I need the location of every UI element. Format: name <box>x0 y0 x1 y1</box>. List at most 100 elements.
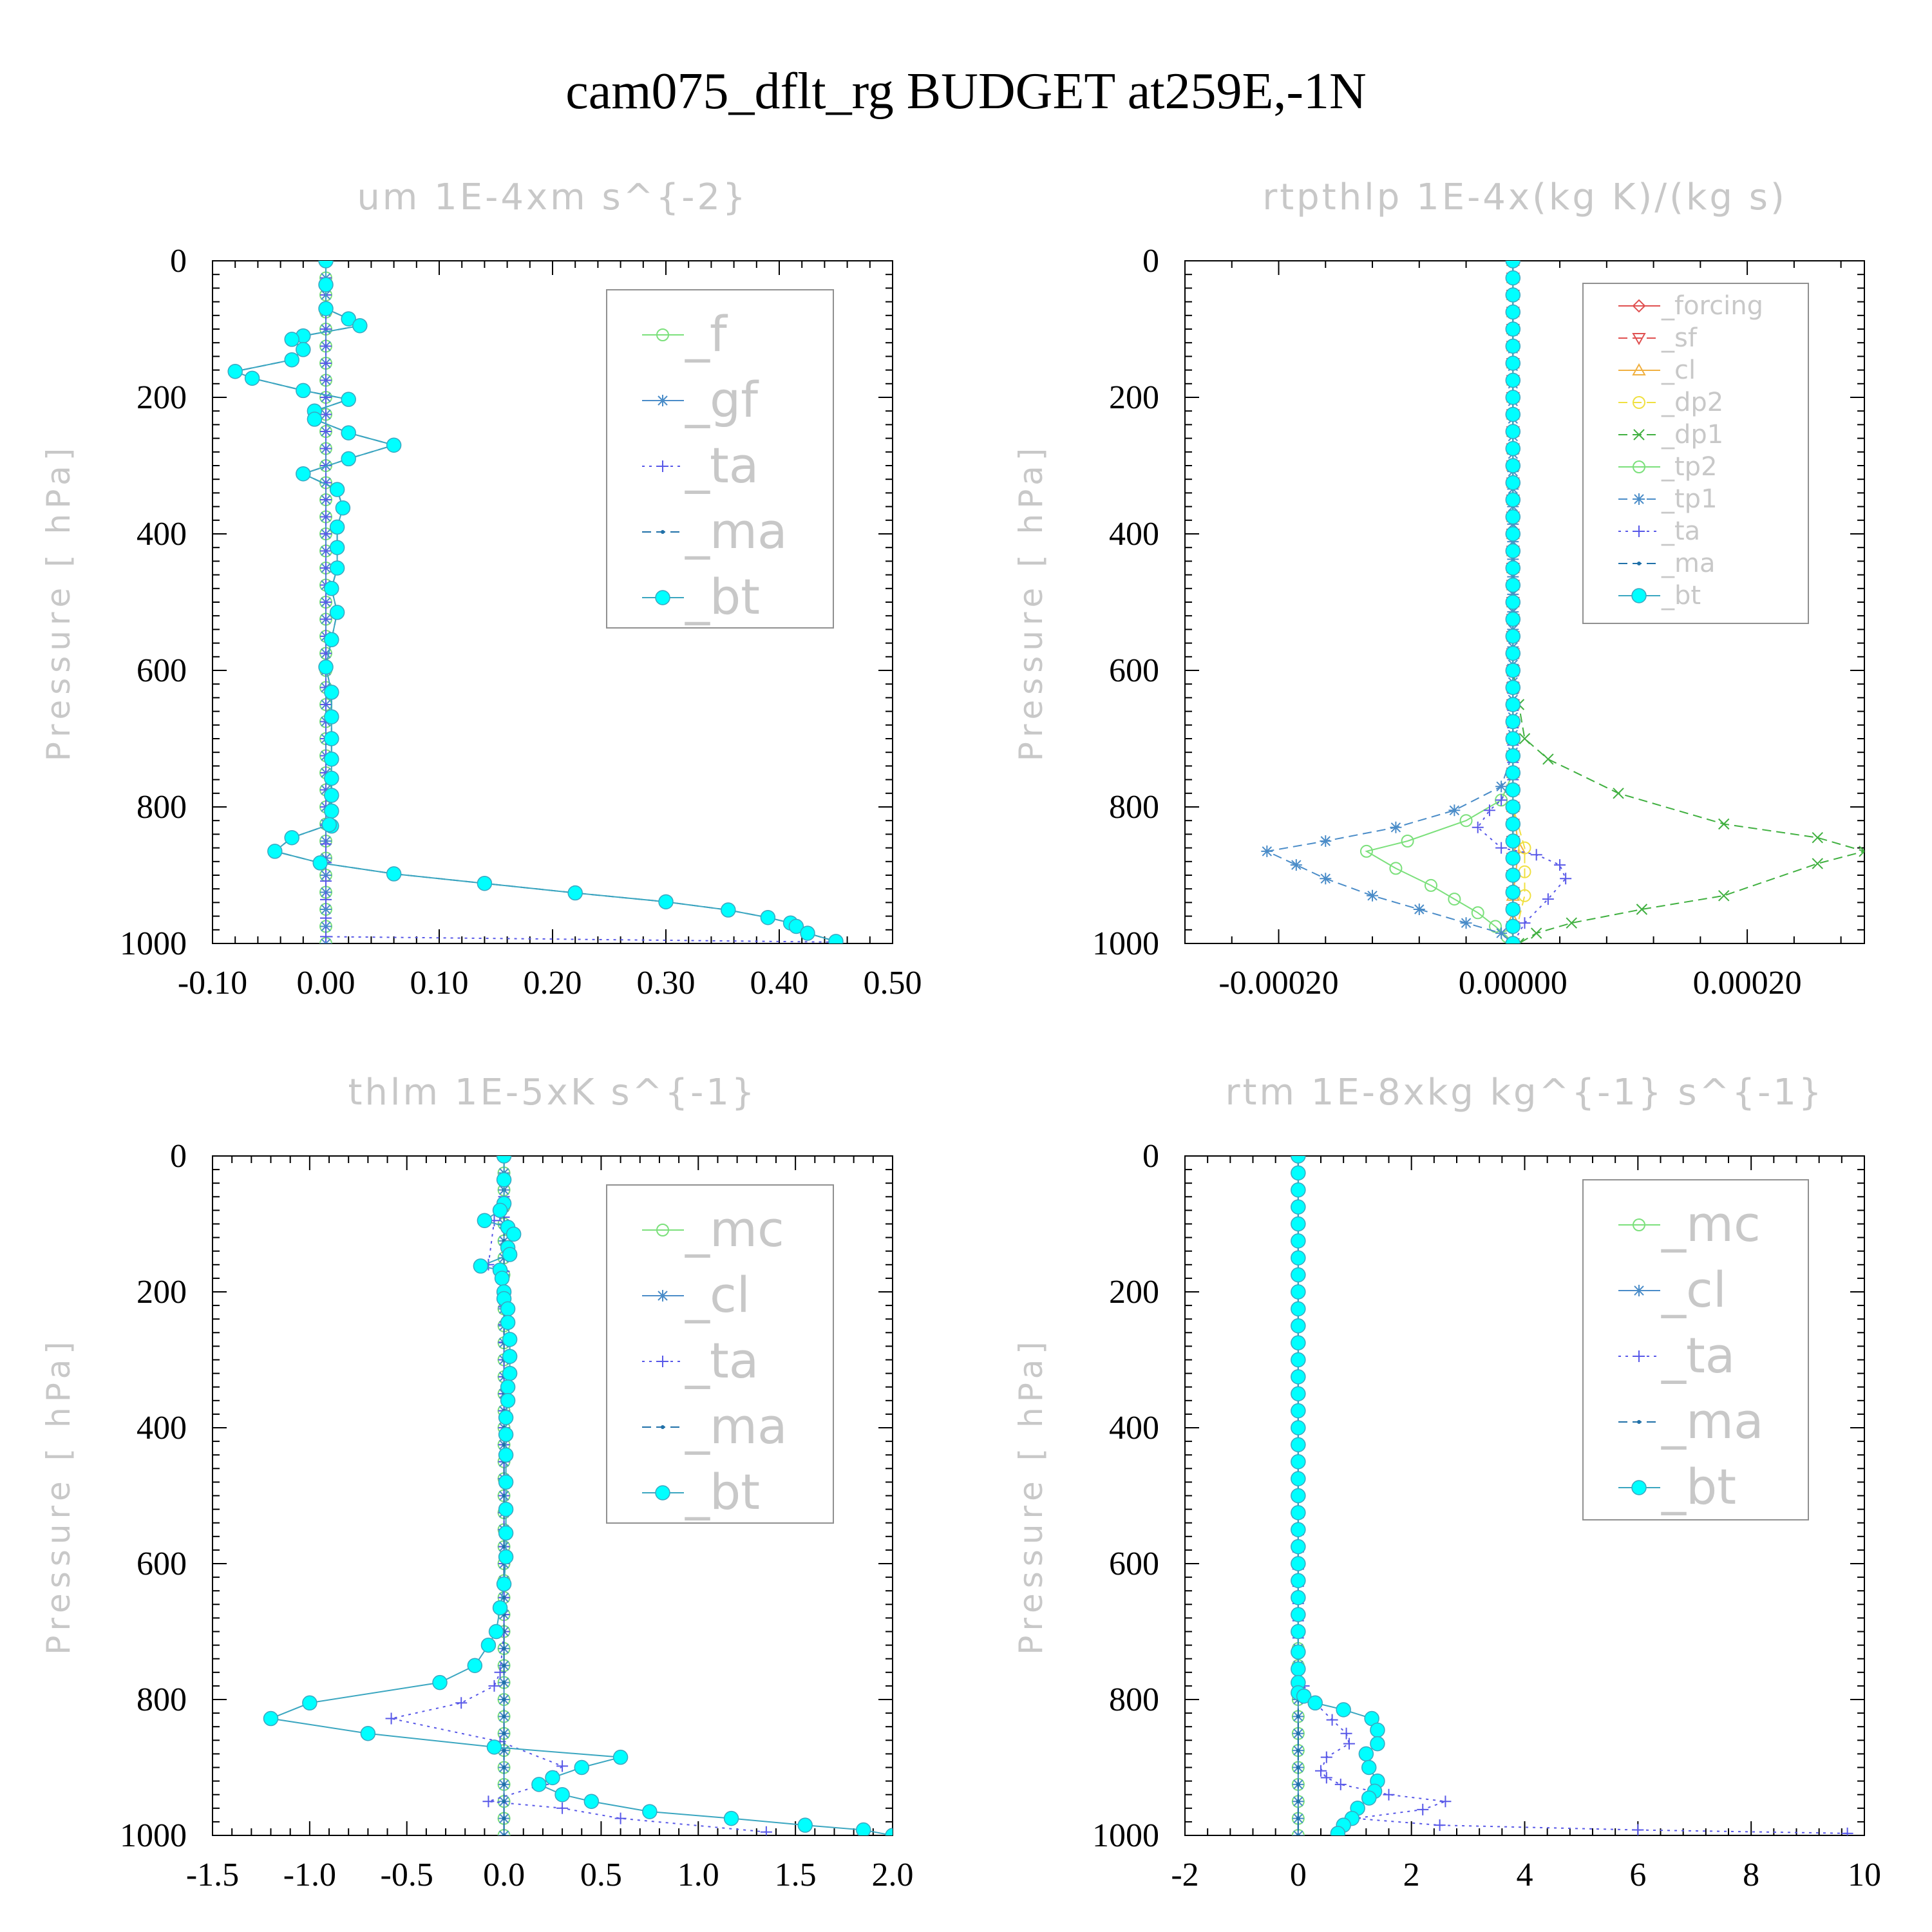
series-ta <box>1472 261 1572 943</box>
panel-title: thlm 1E-5xK s^{-1} <box>348 1072 757 1113</box>
legend-item-ta: _ta <box>642 437 759 494</box>
data-point <box>1505 816 1521 832</box>
legend-marker <box>657 460 668 472</box>
legend-label: _forcing <box>1661 291 1763 321</box>
data-point <box>320 699 332 710</box>
data-point <box>320 931 332 943</box>
data-point <box>500 1393 516 1408</box>
data-point <box>1291 1573 1306 1589</box>
data-point <box>1291 1165 1306 1181</box>
y-tick-label: 0 <box>170 1138 187 1175</box>
panels: um 1E-4xm s^{-2}Pressure [ hPa]020040060… <box>40 176 1881 1893</box>
data-point <box>1505 902 1521 917</box>
data-point <box>500 1301 516 1317</box>
legend-label: _cl <box>1661 1261 1727 1318</box>
data-point <box>500 1314 516 1331</box>
data-point <box>1505 406 1521 422</box>
data-point <box>1560 873 1572 885</box>
data-point <box>1296 1833 1300 1835</box>
legend-marker <box>657 1356 668 1367</box>
data-point <box>885 1828 893 1835</box>
data-point <box>324 731 339 746</box>
data-point <box>1505 390 1521 405</box>
data-point <box>324 685 339 700</box>
data-point <box>1315 1765 1327 1777</box>
legend-box <box>606 1184 834 1524</box>
x-tick-label: 4 <box>1517 1857 1533 1893</box>
legend-label: _dp1 <box>1661 420 1723 450</box>
data-point <box>1505 663 1521 678</box>
data-point <box>496 1172 512 1188</box>
data-point <box>1566 917 1577 929</box>
data-point <box>1424 878 1437 892</box>
data-point <box>320 442 332 455</box>
data-point <box>1505 594 1521 610</box>
data-point <box>1505 475 1521 491</box>
x-tick-label: 8 <box>1743 1857 1759 1893</box>
data-point <box>324 788 339 803</box>
x-tick-label: 2.0 <box>872 1857 914 1893</box>
data-point <box>1505 440 1521 457</box>
data-point <box>1505 679 1521 696</box>
data-point <box>1358 1746 1374 1762</box>
legend-label: _cl <box>685 1266 750 1323</box>
data-point <box>1841 1827 1853 1835</box>
data-point <box>1505 424 1521 439</box>
data-point <box>1296 1816 1300 1821</box>
data-point <box>1472 821 1484 833</box>
data-point <box>320 511 332 523</box>
data-point <box>467 1658 483 1673</box>
data-point <box>1471 906 1484 920</box>
data-point <box>1505 629 1521 644</box>
legend-item-forcing: _forcing <box>1618 291 1763 321</box>
legend-item-bt: _bt <box>642 1463 760 1520</box>
data-point <box>1495 842 1508 854</box>
data-point <box>320 904 332 915</box>
data-point <box>455 1697 468 1709</box>
series-line <box>1477 261 1567 943</box>
data-point <box>1340 1727 1352 1739</box>
x-tick-label: -1.0 <box>283 1857 336 1893</box>
data-point <box>1505 645 1521 661</box>
data-point <box>1291 1607 1306 1622</box>
y-tick-label: 400 <box>137 516 187 553</box>
data-point <box>498 1525 514 1541</box>
data-point <box>1505 304 1521 320</box>
data-point <box>335 500 351 516</box>
data-point <box>263 1710 279 1727</box>
legend-item-bt: _bt <box>1618 581 1701 611</box>
data-point <box>1542 753 1554 765</box>
data-point <box>1505 782 1521 798</box>
data-point <box>797 1817 813 1833</box>
series-bt <box>263 1156 893 1835</box>
data-point <box>324 752 339 767</box>
legend-marker <box>1633 429 1645 440</box>
data-point <box>320 340 332 352</box>
legend-item-bt: _bt <box>1618 1458 1736 1515</box>
data-point <box>1401 835 1414 848</box>
y-tick-label: 1000 <box>120 1817 187 1854</box>
legend-marker <box>1633 1285 1645 1296</box>
data-point <box>1505 492 1521 507</box>
data-point <box>1291 1644 1306 1660</box>
data-point <box>320 869 332 881</box>
data-point <box>492 1202 508 1218</box>
data-point <box>324 632 339 648</box>
data-point <box>473 1258 489 1274</box>
legend-item-cl: _cl <box>1618 355 1696 385</box>
data-point <box>284 352 299 368</box>
data-point <box>1495 794 1508 806</box>
data-point <box>1505 577 1521 593</box>
data-point <box>1530 849 1542 861</box>
data-point <box>502 1698 506 1701</box>
legend: _f _gf _ta _ma _bt <box>606 289 834 629</box>
x-tick-label: 0.20 <box>524 965 582 1001</box>
data-point <box>828 934 844 943</box>
data-point <box>320 875 332 887</box>
data-point <box>341 425 356 440</box>
legend-label: _bt <box>1661 581 1701 611</box>
legend: _mc _cl _ta _ma _bt <box>1582 1179 1809 1520</box>
data-point <box>554 1786 570 1803</box>
data-area <box>1291 1156 1853 1835</box>
data-point <box>1291 1590 1306 1605</box>
